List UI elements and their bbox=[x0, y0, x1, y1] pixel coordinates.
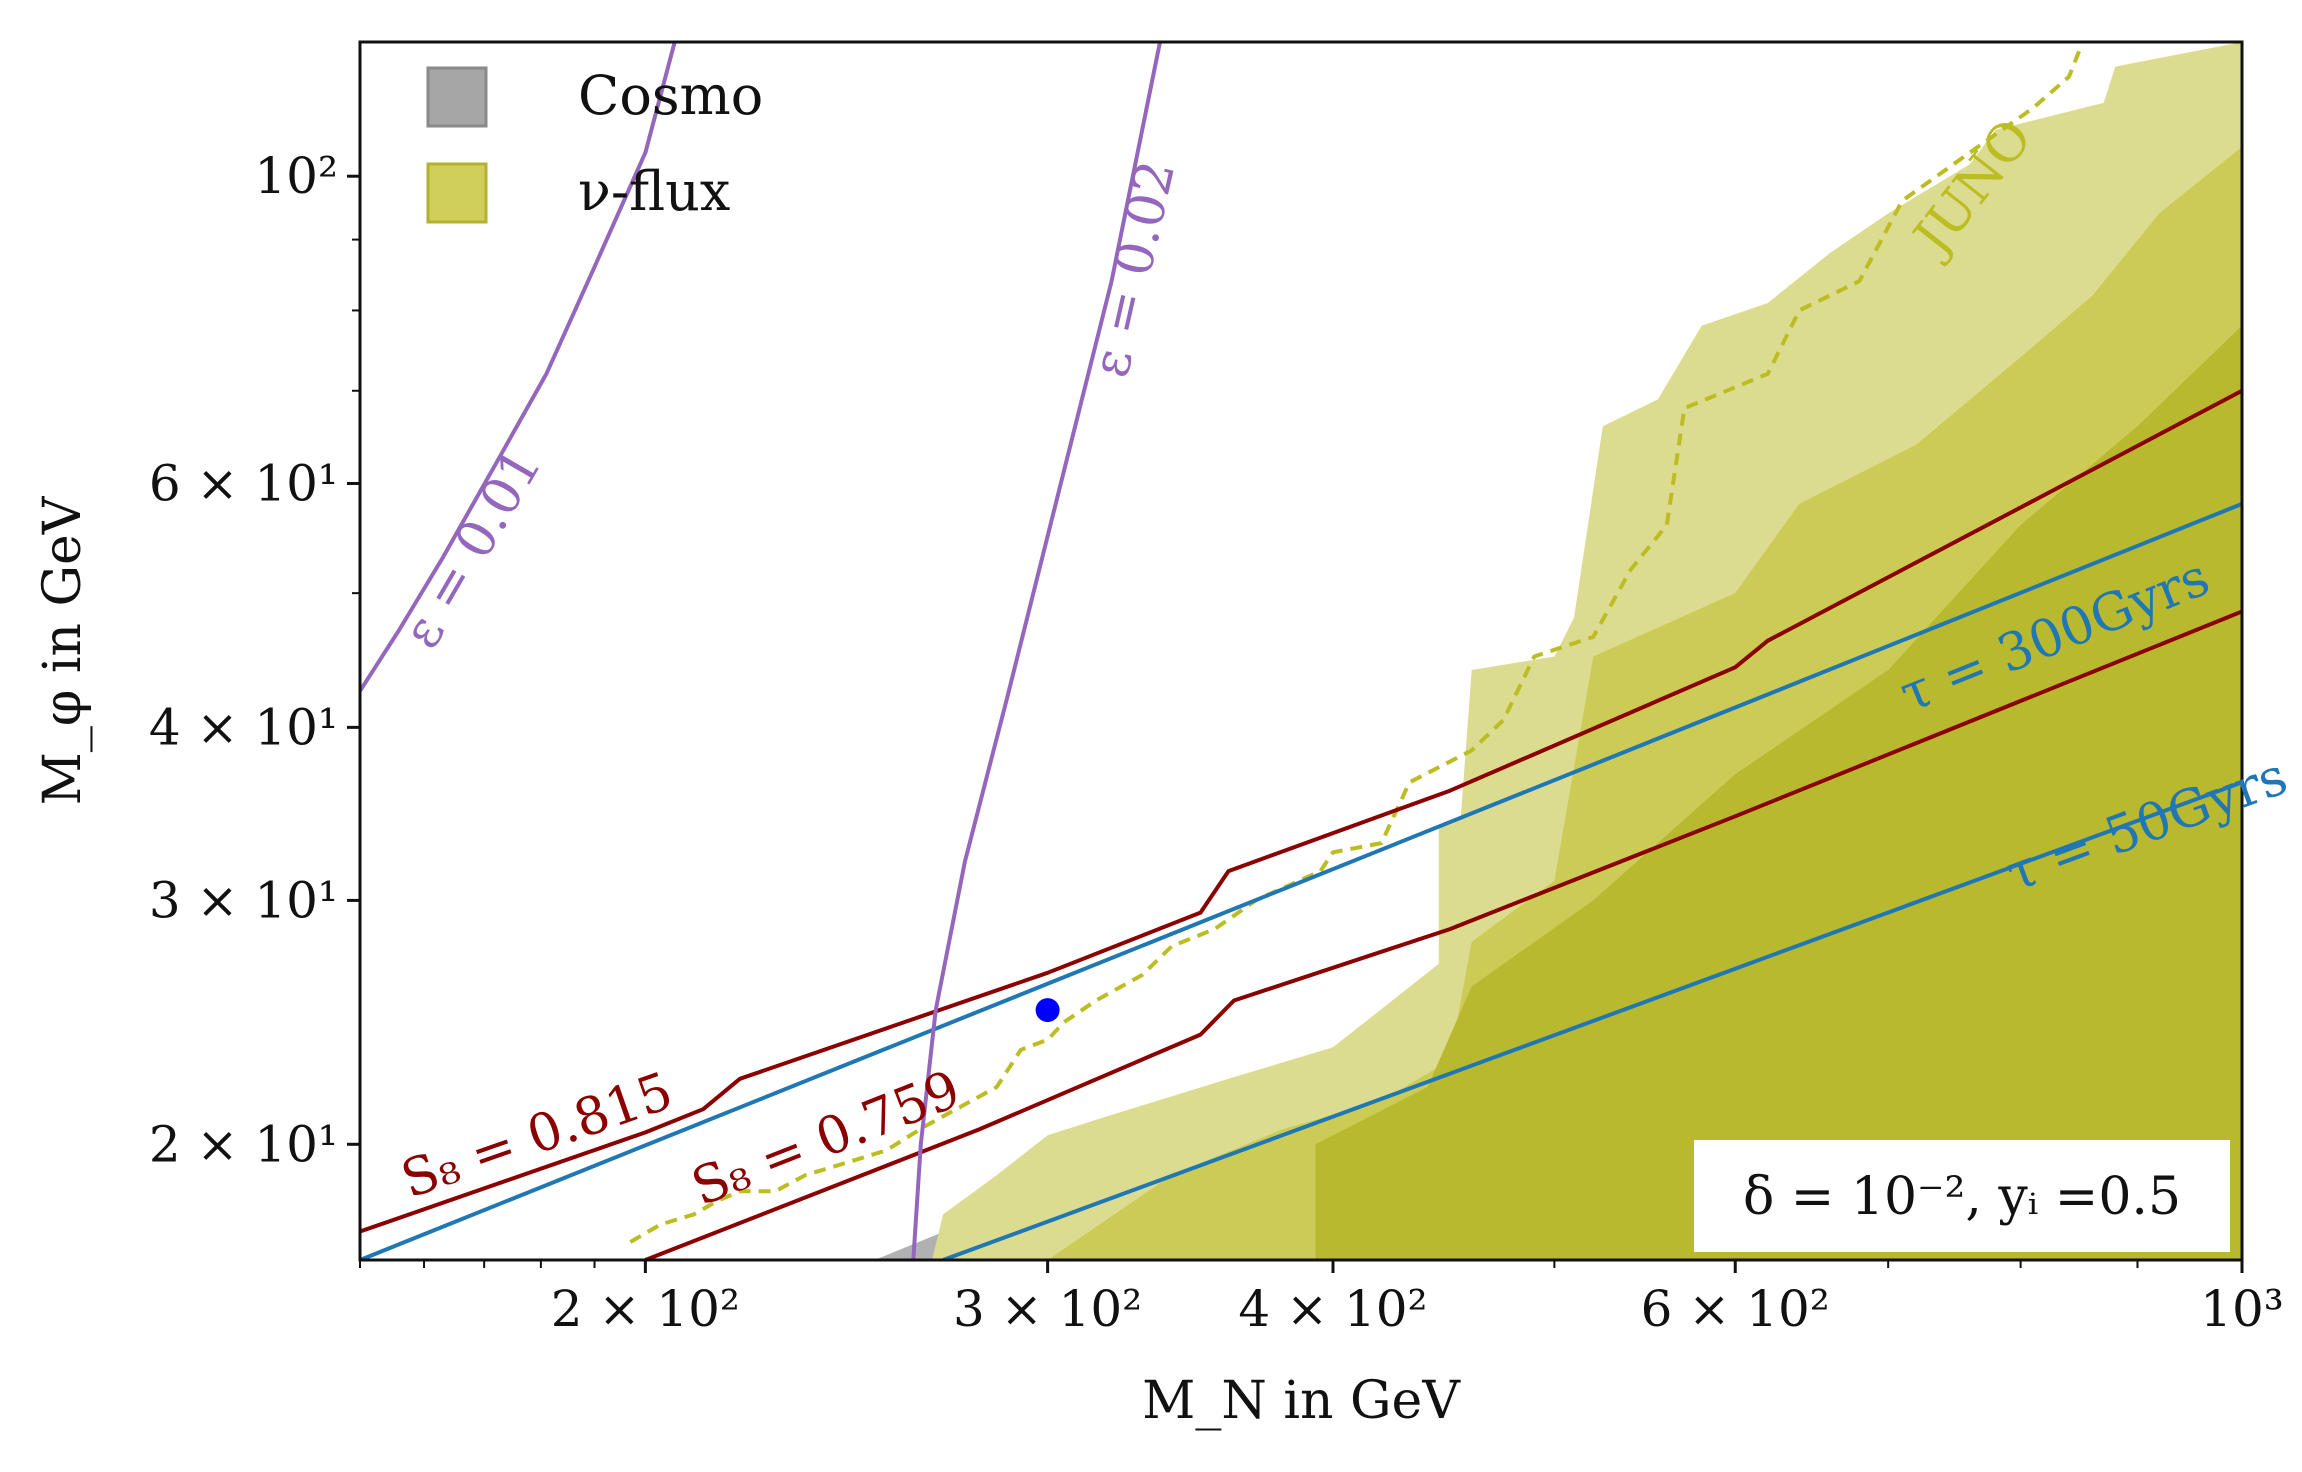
x-tick-label: 10³ bbox=[2200, 1280, 2284, 1338]
epsilon-002-line bbox=[911, 42, 1162, 1260]
y-tick-label: 6 × 10¹ bbox=[149, 454, 338, 512]
x-tick-label: 4 × 10² bbox=[1238, 1280, 1427, 1338]
y-tick-label: 4 × 10¹ bbox=[149, 698, 338, 756]
epsilon-002-label: ε = 0.02 bbox=[1080, 155, 1187, 382]
epsilon-001-label: ε = 0.01 bbox=[391, 439, 553, 659]
x-tick-label: 2 × 10² bbox=[551, 1280, 740, 1338]
legend-swatch-cosmo bbox=[426, 66, 488, 128]
nu-flux-region-dark bbox=[1315, 325, 2242, 1260]
plot-frame bbox=[358, 40, 2244, 1262]
x-tick-label: 6 × 10² bbox=[1641, 1280, 1830, 1338]
legend-swatch-nu-flux bbox=[426, 162, 488, 224]
y-tick-label: 10² bbox=[254, 147, 338, 205]
y-tick-label: 3 × 10¹ bbox=[149, 871, 338, 929]
s8-0759-label: S₈ = 0.759 bbox=[684, 1060, 968, 1219]
benchmark-point bbox=[1035, 998, 1060, 1023]
y-tick-label: 2 × 10¹ bbox=[149, 1115, 338, 1173]
annotation-text: δ = 10⁻², yᵢ =0.5 bbox=[1743, 1167, 2181, 1227]
x-tick-label: 3 × 10² bbox=[953, 1280, 1142, 1338]
tau-300gyrs-line bbox=[360, 502, 2242, 1260]
annotation-box bbox=[1694, 1140, 2230, 1252]
s8-0759-line bbox=[644, 609, 2242, 1260]
epsilon-001-line bbox=[360, 42, 677, 692]
s8-0815-line bbox=[360, 389, 2242, 1234]
tau-50gyrs-line bbox=[942, 780, 2242, 1260]
x-axis-title: M_N in GeV bbox=[1142, 1371, 1461, 1431]
legend-label-cosmo: Cosmo bbox=[578, 64, 763, 127]
y-axis-title: M_φ in GeV bbox=[33, 495, 93, 805]
legend-label-nu-flux: ν-flux bbox=[578, 160, 730, 223]
